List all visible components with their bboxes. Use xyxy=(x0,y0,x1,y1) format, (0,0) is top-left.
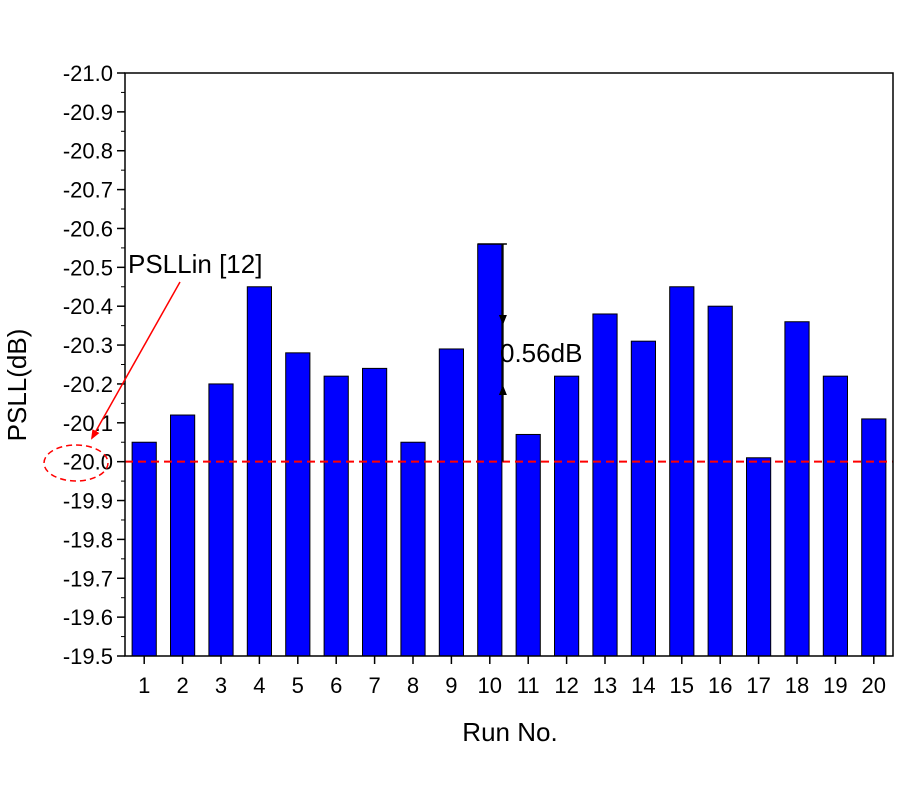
bar-run-6 xyxy=(323,375,349,657)
y-tick-label: -20.9 xyxy=(63,100,113,125)
bar-run-12 xyxy=(554,375,580,657)
bar-run-7 xyxy=(362,367,388,657)
reference-annotation-label: PSLLin [12] xyxy=(128,249,262,279)
bar-run-17 xyxy=(746,457,772,657)
y-tick-label: -19.5 xyxy=(63,644,113,669)
bar-run-11 xyxy=(515,433,541,657)
y-axis-ticks: -21.0 -20.9 -20.8 -20.7 -20.6 -20.5 -20.4 -20.3… xyxy=(63,61,125,669)
x-tick-label: 15 xyxy=(670,673,694,698)
bar-run-9 xyxy=(438,348,464,657)
x-tick-label: 17 xyxy=(746,673,770,698)
x-tick-label: 4 xyxy=(253,673,265,698)
x-tick-label: 2 xyxy=(176,673,188,698)
reference-annotation-arrow xyxy=(91,281,181,440)
bar-run-15 xyxy=(669,286,695,657)
y-axis-label: PSLL(dB) xyxy=(2,329,32,442)
x-tick-label: 9 xyxy=(445,673,457,698)
x-axis-ticks: 1 2 3 4 5 6 7 8 9 10 11 12 13 14 15 16 17 18 19 20 xyxy=(138,656,886,698)
x-tick-label: 18 xyxy=(785,673,809,698)
bar-run-10 xyxy=(477,243,503,657)
x-tick-label: 8 xyxy=(407,673,419,698)
bar-run-13 xyxy=(592,313,618,657)
x-tick-label: 1 xyxy=(138,673,150,698)
annotations-group: PSLLin [12] 0.56dB xyxy=(43,243,582,482)
y-tick-label: -20.2 xyxy=(63,372,113,397)
x-tick-label: 7 xyxy=(368,673,380,698)
y-tick-label: -20.0 xyxy=(63,450,113,475)
y-tick-label: -20.3 xyxy=(63,333,113,358)
bar-run-8 xyxy=(400,441,426,657)
bar-run-5 xyxy=(285,352,311,657)
y-tick-label: -20.7 xyxy=(63,178,113,203)
bar-run-20 xyxy=(861,418,887,657)
difference-arrow-up xyxy=(498,385,507,395)
y-tick-label: -19.6 xyxy=(63,605,113,630)
y-tick-label: -19.7 xyxy=(63,566,113,591)
reference-highlight-circle xyxy=(43,444,109,482)
x-tick-label: 6 xyxy=(330,673,342,698)
bar-run-14 xyxy=(630,340,656,657)
x-tick-label: 19 xyxy=(823,673,847,698)
x-axis-label: Run No. xyxy=(462,717,557,747)
y-tick-label: -19.8 xyxy=(63,527,113,552)
bar-run-2 xyxy=(170,414,196,657)
bar-run-3 xyxy=(208,383,234,657)
bar-run-18 xyxy=(784,321,810,657)
x-tick-label: 12 xyxy=(554,673,578,698)
y-tick-label: -20.6 xyxy=(63,216,113,241)
x-tick-label: 5 xyxy=(292,673,304,698)
y-tick-label: -21.0 xyxy=(63,61,113,86)
x-tick-label: 16 xyxy=(708,673,732,698)
difference-arrow-down xyxy=(498,315,507,325)
y-tick-label: -19.9 xyxy=(63,489,113,514)
bar-run-1 xyxy=(131,441,157,657)
bar-run-16 xyxy=(707,305,733,657)
x-tick-label: 11 xyxy=(517,673,540,698)
difference-annotation-label: 0.56dB xyxy=(500,338,582,368)
x-tick-label: 14 xyxy=(631,673,655,698)
x-tick-label: 3 xyxy=(215,673,227,698)
y-tick-label: -20.5 xyxy=(63,255,113,280)
bars-group xyxy=(131,243,887,657)
bar-run-19 xyxy=(822,375,848,657)
x-tick-label: 10 xyxy=(478,673,502,698)
bar-run-4 xyxy=(246,286,272,657)
x-tick-label: 20 xyxy=(862,673,886,698)
y-tick-label: -20.4 xyxy=(63,294,113,319)
x-tick-label: 13 xyxy=(593,673,617,698)
y-tick-label: -20.8 xyxy=(63,139,113,164)
